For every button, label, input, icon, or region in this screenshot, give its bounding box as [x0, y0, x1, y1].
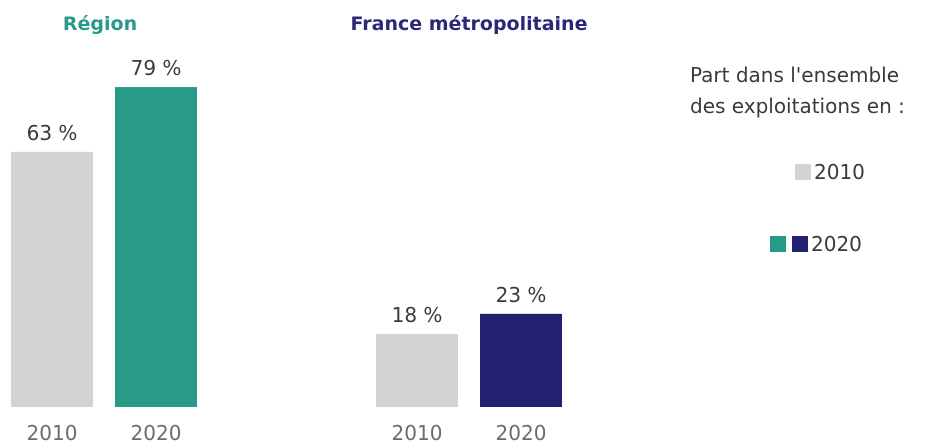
legend-entry-2010: 2010 — [795, 160, 865, 184]
tick-label-france-2010: 2010 — [392, 421, 443, 441]
legend-label-2020: 2020 — [811, 232, 862, 256]
value-label-france-2020: 23 % — [496, 283, 547, 307]
legend-label-2010: 2010 — [814, 160, 865, 184]
bar-region-2010 — [11, 151, 93, 407]
bar-region-2020 — [115, 87, 197, 408]
tick-label-france-2020: 2020 — [496, 421, 547, 441]
legend-swatch-2020-france — [792, 236, 808, 252]
tick-label-region-2020: 2020 — [131, 421, 182, 441]
value-label-france-2010: 18 % — [392, 303, 443, 327]
bar-france-2010 — [376, 334, 458, 407]
tick-label-region-2010: 2010 — [27, 421, 78, 441]
value-label-region-2020: 79 % — [131, 56, 182, 80]
france-title: France métropolitaine — [351, 13, 588, 35]
legend-title-line-1: Part dans l'ensemble — [690, 63, 900, 87]
legend-entry-2020: 2020 — [770, 232, 862, 256]
legend: Part dans l'ensemble des exploitations e… — [680, 60, 937, 122]
bar-france-2020 — [480, 313, 562, 407]
legend-swatch-2020-region — [770, 236, 786, 252]
legend-title-line-2: des exploitations en : — [690, 94, 905, 118]
value-label-region-2010: 63 % — [27, 121, 78, 145]
legend-swatch-2010 — [795, 164, 811, 180]
region-title: Région — [63, 13, 137, 35]
